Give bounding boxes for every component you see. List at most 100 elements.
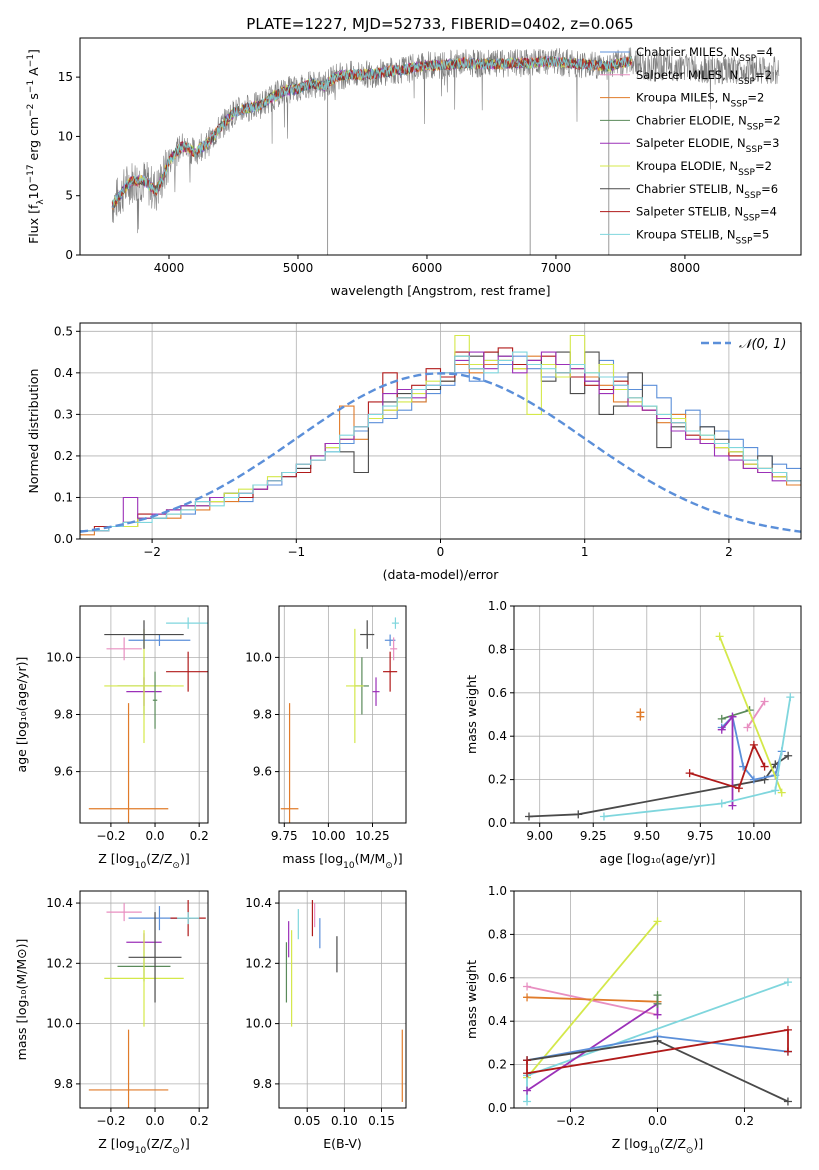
plus-marker: [717, 799, 726, 808]
label-part: mass [log: [282, 851, 343, 866]
x-tick-label: 0.0: [648, 1114, 667, 1128]
panel-weight-vs-age: 9.00 9.25 9.50 9.75 10.00 0.0 0.2 0.4 0.6 0.8 1.0 a…: [464, 599, 802, 866]
x-tick-label: −0.2: [556, 1114, 585, 1128]
label-part: −1: [26, 54, 36, 67]
label-part: SSP: [738, 168, 755, 178]
y-tick-label: 0.2: [488, 1058, 507, 1072]
plus-marker: [783, 1097, 792, 1106]
axes-frame: [278, 605, 407, 824]
label-part: ⊙: [686, 1146, 694, 1156]
weight-series: [715, 632, 786, 797]
plus-marker: [524, 812, 533, 821]
panel-residuals: −2 −1 0 1 2 0.0 0.1 0.2 0.3 0.4 0.5 𝒩(0, 1) (data-mo…: [26, 322, 802, 582]
y-tick-label: 0: [65, 248, 73, 262]
plus-marker: [653, 1036, 662, 1045]
x-tick-label: 0.10: [331, 1114, 358, 1128]
x-axis-label: mass [log10(M/M⊙)]: [282, 851, 402, 871]
y-axis-label: age [log₁₀(age/yr)]: [14, 657, 29, 773]
panel-weight-vs-Z: −0.2 0.0 0.2 0.0 0.2 0.4 0.6 0.8 1.0 Z [log10(Z/Z…: [464, 884, 802, 1156]
y-tick-label: 0.6: [488, 971, 507, 985]
y-tick-label: 0.0: [54, 532, 73, 546]
y-tick-label: 5: [65, 189, 73, 203]
x-tick-label: 4000: [154, 261, 185, 275]
plus-marker: [599, 812, 608, 821]
y-axis-label: Flux [fλ10−17 erg cm−2 s−1 A−1]: [26, 49, 46, 244]
y-tick-label: 10.4: [46, 896, 73, 910]
weight-series: [523, 999, 662, 1095]
weight-series: [599, 693, 795, 821]
figure-title: PLATE=1227, MJD=52733, FIBERID=0402, z=0…: [246, 15, 633, 33]
x-tick-label: 10.00: [737, 829, 771, 843]
plot-area: [111, 47, 780, 255]
plus-marker: [523, 1069, 532, 1078]
x-tick-label: 8000: [670, 261, 701, 275]
legend-label: Salpeter ELODIE, NSSP=3: [636, 136, 779, 155]
x-tick-label: 9.25: [580, 829, 607, 843]
label-part: −17: [26, 164, 36, 183]
y-axis-label: Normed distribution: [26, 369, 41, 494]
y-tick-label: 9.8: [54, 1077, 73, 1091]
errorbar-point: [128, 912, 182, 1003]
x-tick-label: 0.15: [368, 1114, 395, 1128]
y-tick-label: 0.1: [54, 490, 73, 504]
y-tick-label: 0.2: [488, 773, 507, 787]
label-part: A: [26, 67, 41, 80]
legend-label: Chabrier STELIB, NSSP=6: [636, 182, 778, 201]
weight-series: [717, 712, 737, 810]
plus-marker: [743, 723, 752, 732]
plus-marker: [777, 788, 786, 797]
plus-marker: [574, 810, 583, 819]
y-tick-label: 0.4: [488, 1014, 507, 1028]
legend-label: Kroupa ELODIE, NSSP=2: [636, 159, 772, 178]
y-tick-label: 10.2: [245, 956, 272, 970]
y-axis-label: mass weight: [464, 675, 479, 754]
weight-line: [526, 1002, 659, 1092]
y-tick-label: 0.3: [54, 407, 73, 421]
plus-marker: [523, 1097, 532, 1106]
label-part: s: [26, 93, 41, 104]
plus-marker: [653, 1010, 662, 1019]
label-part: SSP: [743, 214, 760, 224]
plus-marker: [523, 1056, 532, 1065]
weight-series: [653, 991, 662, 1008]
errorbar-point: [391, 617, 399, 629]
plus-marker: [784, 751, 793, 760]
errorbar-point: [390, 637, 398, 661]
label-part: ]: [26, 49, 41, 54]
plot-area: [88, 617, 208, 823]
y-axis-label: mass weight: [464, 960, 479, 1039]
x-tick-label: 0.2: [735, 1114, 754, 1128]
plus-marker: [728, 801, 737, 810]
errorbar-point: [280, 703, 299, 823]
weight-line: [603, 696, 792, 818]
errorbar-point: [346, 628, 364, 744]
axes-frame: [278, 890, 407, 1109]
plus-marker: [728, 712, 737, 721]
plus-marker: [636, 708, 645, 717]
errorbar-point: [106, 903, 142, 922]
y-tick-label: 0.0: [488, 1101, 507, 1115]
label-part: Salpeter ELODIE, N: [636, 136, 746, 150]
label-part: SSP: [747, 122, 764, 132]
label-part: age [log₁₀(age/yr)]: [600, 851, 716, 866]
y-tick-label: 10.0: [46, 650, 73, 664]
x-axis-label: age [log₁₀(age/yr)]: [600, 851, 716, 866]
y-tick-label: 9.6: [54, 765, 73, 779]
y-tick-label: 15: [58, 70, 73, 84]
errorbar-point: [372, 677, 380, 706]
x-tick-label: 9.75: [271, 829, 298, 843]
x-tick-label: 10.00: [311, 829, 345, 843]
y-tick-label: 10.0: [46, 1017, 73, 1031]
y-tick-label: 1.0: [488, 884, 507, 898]
weight-line: [721, 709, 750, 720]
errorbar-point: [106, 637, 142, 661]
legend-label: Salpeter STELIB, NSSP=4: [636, 205, 777, 224]
label-part: SSP: [731, 100, 748, 110]
panel-age-vs-mass: 9.75 10.00 10.25 9.6 9.8 10.0 mass [log10(M/M⊙…: [245, 605, 407, 871]
plus-marker: [653, 999, 662, 1008]
plus-marker: [653, 917, 662, 926]
label-part: Kroupa MILES, N: [636, 91, 731, 105]
errorbar-point: [152, 671, 158, 729]
x-tick-label: 7000: [541, 261, 572, 275]
axes-frame: [79, 322, 802, 540]
